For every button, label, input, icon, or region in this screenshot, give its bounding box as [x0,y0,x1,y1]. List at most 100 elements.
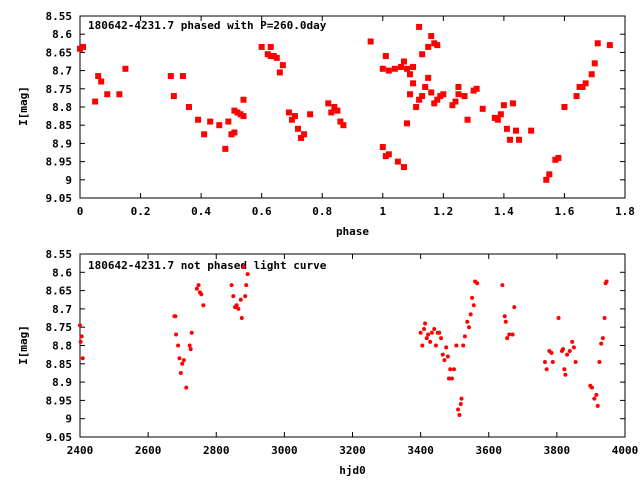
data-point [573,359,578,364]
data-point [419,93,426,100]
data-point [567,348,572,353]
data-point [382,153,389,160]
data-point [258,43,265,50]
x-tick-label: 1.4 [494,205,514,218]
data-point [189,330,194,335]
data-point [579,83,586,90]
data-point [298,134,305,141]
data-point [367,38,374,45]
data-point [301,131,308,138]
data-point [295,125,301,132]
data-point [419,51,426,58]
data-point [328,109,335,116]
data-point [491,114,498,121]
data-point [440,352,445,357]
data-point [571,345,576,350]
data-point [552,156,559,163]
data-point [434,96,441,103]
data-point [549,350,554,355]
data-point [602,316,607,321]
data-point [473,85,480,92]
data-point [446,376,451,381]
x-tick-label: 2800 [203,444,230,457]
x-tick-label: 3600 [476,444,503,457]
data-point [201,131,208,138]
x-tick-label: 3800 [544,444,571,457]
data-point [325,100,332,107]
data-point [582,80,589,87]
data-point [186,104,192,110]
x-tick-label: 1 [379,205,386,218]
data-point [513,127,519,134]
data-point [394,158,401,165]
x-tick-label: 0.4 [191,205,211,218]
data-point [216,122,223,129]
data-point [104,91,111,98]
x-tick-label: 0 [77,205,84,218]
data-point [243,294,248,299]
data-point [270,53,277,60]
y-tick-label: 9 [65,174,72,187]
data-point [180,361,185,366]
data-point [379,65,386,72]
data-point [505,336,510,341]
data-point [456,407,461,412]
data-point [470,87,477,94]
data-point [573,93,580,100]
data-point [468,312,473,317]
data-point [416,23,423,30]
data-point [423,321,428,326]
x-tick-label: 0.2 [131,205,151,218]
data-point [231,129,238,136]
data-point [400,58,407,65]
x-tick-label: 1.8 [615,205,635,218]
data-point [173,314,178,319]
data-point [236,306,241,311]
data-point [77,45,83,52]
data-point [503,125,510,132]
y-tick-label: 8.75 [46,321,73,334]
data-point [422,327,427,332]
x-tick-label: 1.6 [555,205,575,218]
data-point [241,264,246,269]
data-point [116,91,123,98]
data-point [500,102,507,109]
data-point [78,323,82,328]
data-point [195,116,202,123]
data-point [410,63,417,70]
y-tick-label: 9.05 [46,192,73,205]
data-point [431,40,438,47]
data-point [331,104,338,110]
x-tick-label: 4000 [612,444,639,457]
data-point [179,73,186,80]
y-tick-label: 8.9 [52,376,72,389]
data-point [570,339,575,344]
data-point [597,359,602,364]
x-axis-label: hjd0 [339,464,366,477]
data-point [428,89,435,96]
data-point [510,332,515,337]
data-point [432,327,437,332]
data-point [279,62,286,69]
x-tick-label: 3000 [271,444,298,457]
data-point [334,107,341,114]
data-point [444,345,449,350]
data-point [80,356,85,361]
data-point [196,283,201,288]
data-point [95,73,102,80]
data-point [176,343,181,348]
data-point [428,33,435,40]
data-point [494,116,501,123]
data-point [452,98,459,105]
data-point [475,281,480,286]
data-point [239,316,244,321]
data-point [237,111,244,118]
data-point [452,367,457,372]
data-point [228,131,235,138]
data-point [267,43,274,50]
data-point [285,109,292,116]
data-point [561,347,566,352]
data-point [167,73,174,80]
data-point [506,136,513,143]
data-point [595,403,600,408]
